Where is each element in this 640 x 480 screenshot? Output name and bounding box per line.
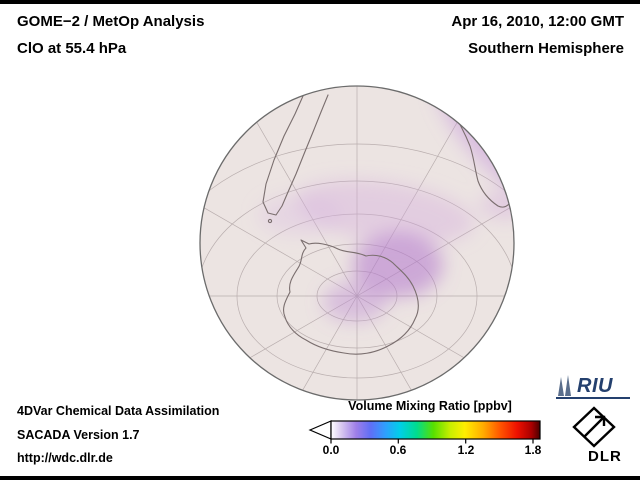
page-title: GOME−2 / MetOp Analysis	[17, 13, 205, 30]
colorbar-title: Volume Mixing Ratio [ppbv]	[348, 399, 512, 413]
bottom-border-bar	[0, 476, 640, 480]
riu-logo: RIU	[556, 374, 630, 399]
footer-assimilation-label: 4DVar Chemical Data Assimilation	[17, 404, 220, 418]
colorbar	[308, 420, 541, 444]
footer-url-label: http://wdc.dlr.de	[17, 451, 113, 465]
colorbar-tick-label: 1.8	[524, 443, 542, 457]
dlr-logo-text: DLR	[588, 448, 622, 465]
page-subtitle: ClO at 55.4 hPa	[17, 40, 127, 57]
footer-version-label: SACADA Version 1.7	[17, 428, 140, 442]
datetime-label: Apr 16, 2010, 12:00 GMT	[451, 13, 624, 30]
top-border-bar	[0, 0, 640, 4]
dlr-logo-icon	[572, 406, 616, 448]
globe-rim	[199, 85, 515, 401]
colorbar-tick-label: 0.6	[389, 443, 407, 457]
coastlines	[262, 94, 510, 355]
riu-logo-text: RIU	[577, 375, 613, 397]
hemisphere-label: Southern Hemisphere	[468, 40, 624, 57]
colorbar-tick-label: 0.0	[322, 443, 340, 457]
riu-cathedral-icon	[558, 375, 571, 396]
colorbar-tick-label: 1.2	[457, 443, 475, 457]
